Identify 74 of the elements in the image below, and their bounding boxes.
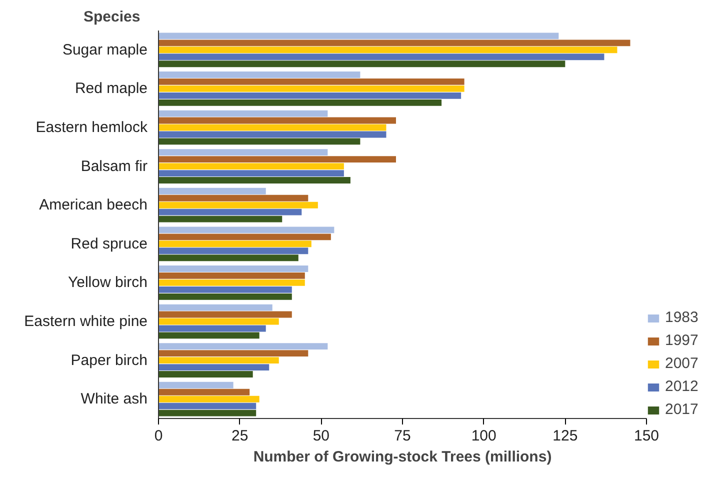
bar xyxy=(158,371,253,378)
y-tick-label: Eastern hemlock xyxy=(36,119,148,136)
y-tick-label: Sugar maple xyxy=(62,41,148,58)
bar xyxy=(158,364,270,370)
x-tick-label: 150 xyxy=(634,428,660,444)
bar xyxy=(158,216,282,222)
bar xyxy=(158,318,279,325)
bar xyxy=(158,350,308,357)
x-tick-label: 100 xyxy=(471,428,496,444)
bar xyxy=(158,266,308,272)
y-tick-label: Eastern white pine xyxy=(24,313,148,330)
bar xyxy=(158,156,396,163)
legend-label: 2012 xyxy=(665,378,698,395)
bar xyxy=(158,32,559,40)
bar xyxy=(158,240,312,248)
legend-label: 1983 xyxy=(665,309,698,326)
bar xyxy=(158,149,328,156)
bar xyxy=(158,110,328,117)
x-axis-title: Number of Growing-stock Trees (millions) xyxy=(253,448,552,466)
bar xyxy=(158,286,292,293)
bar xyxy=(158,124,386,131)
legend-label: 1997 xyxy=(665,332,698,349)
bar xyxy=(158,382,234,388)
bar xyxy=(158,46,618,54)
bar xyxy=(158,226,334,234)
bar xyxy=(158,117,396,124)
bar xyxy=(158,78,464,85)
bar xyxy=(158,92,462,99)
bar xyxy=(158,396,260,402)
bar xyxy=(158,332,260,339)
y-tick-label: White ash xyxy=(80,390,148,408)
bar xyxy=(158,304,272,311)
bar xyxy=(158,357,279,364)
bar xyxy=(158,177,350,184)
bar xyxy=(158,272,305,279)
x-tick-label: 50 xyxy=(312,428,330,444)
bar xyxy=(158,311,292,318)
y-tick-label: Paper birch xyxy=(70,352,148,369)
bar xyxy=(158,410,256,416)
y-tick-label: Red maple xyxy=(74,80,148,98)
y-tick-label: Balsam fir xyxy=(80,158,148,175)
bar xyxy=(158,248,308,254)
legend-label: 2017 xyxy=(665,401,698,418)
bar xyxy=(158,131,386,138)
legend-label: 2007 xyxy=(665,355,698,372)
y-tick-label: American beech xyxy=(39,196,148,214)
bar xyxy=(158,170,344,176)
bar xyxy=(158,85,464,92)
bar xyxy=(158,388,250,396)
bar xyxy=(158,343,328,350)
bar xyxy=(158,254,298,262)
bar xyxy=(158,325,266,332)
bar xyxy=(158,293,292,300)
x-tick-label: 75 xyxy=(394,428,411,444)
bar xyxy=(158,54,604,60)
x-tick-label: 125 xyxy=(552,428,578,444)
bar xyxy=(158,279,305,286)
bar xyxy=(158,194,308,202)
bar xyxy=(158,99,442,106)
bar xyxy=(158,208,302,216)
bar xyxy=(158,40,630,46)
y-axis-title: Species xyxy=(84,8,140,26)
x-tick-label: 25 xyxy=(231,428,248,444)
bar xyxy=(158,138,360,145)
bar xyxy=(158,163,344,170)
y-tick-label: Yellow birch xyxy=(68,274,148,292)
bar xyxy=(158,60,566,68)
bar xyxy=(158,402,256,410)
bar xyxy=(158,234,331,240)
bar xyxy=(158,188,266,194)
x-tick-label: 0 xyxy=(154,428,163,444)
y-tick-label: Red spruce xyxy=(70,235,148,252)
bar xyxy=(158,72,360,78)
bar xyxy=(158,202,318,208)
